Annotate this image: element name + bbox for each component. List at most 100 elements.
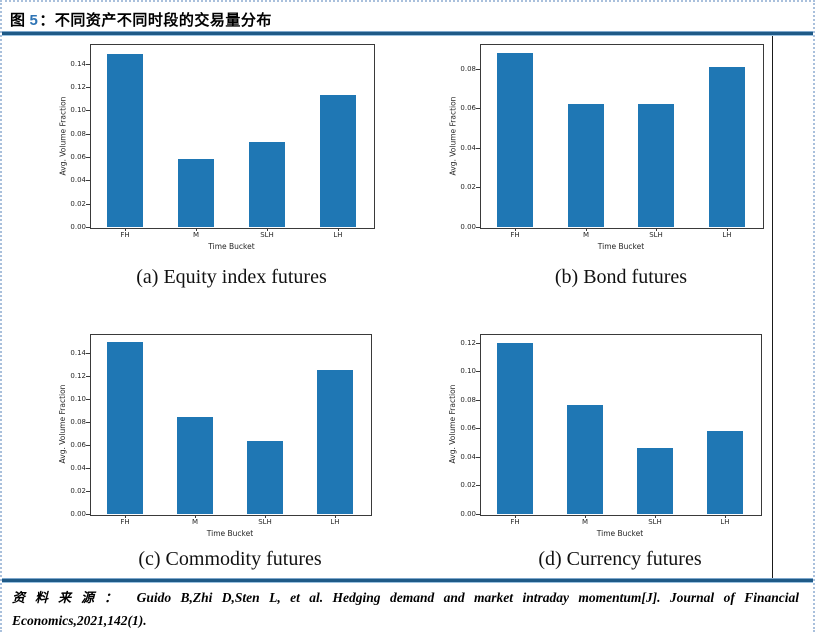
- y-tick-mark: [476, 187, 480, 188]
- bar-m: [567, 405, 603, 514]
- x-tick-label: LH: [722, 231, 732, 239]
- y-tick-mark: [476, 485, 480, 486]
- footer-rule: [2, 578, 813, 583]
- x-tick-label: LH: [330, 518, 340, 526]
- y-tick-label: 0.12: [70, 372, 86, 380]
- x-axis-label: Time Bucket: [208, 242, 255, 251]
- source-note: 资料来源： Guido B,Zhi D,Sten L, et al. Hedgi…: [12, 587, 799, 629]
- y-tick-mark: [86, 468, 90, 469]
- x-axis-label: Time Bucket: [206, 529, 254, 538]
- bar-m: [568, 104, 604, 227]
- y-tick-label: 0.08: [70, 130, 86, 138]
- y-tick-label: 0.14: [70, 349, 86, 357]
- y-tick-mark: [86, 87, 90, 88]
- y-tick-mark: [86, 180, 90, 181]
- vertical-divider-line: [772, 36, 773, 578]
- y-tick-label: 0.00: [460, 223, 476, 231]
- x-tick-label: M: [582, 231, 590, 239]
- x-tick-label: SLH: [649, 231, 663, 239]
- bar-slh: [247, 441, 283, 514]
- y-tick-mark: [476, 108, 480, 109]
- y-tick-mark: [476, 400, 480, 401]
- x-axis-label: Time Bucket: [596, 529, 644, 538]
- title-colon: ：: [39, 12, 55, 29]
- y-tick-mark: [86, 491, 90, 492]
- y-tick-label: 0.04: [70, 464, 86, 472]
- source-label: 资料来源：: [12, 590, 128, 605]
- x-tick-mark: [585, 515, 586, 518]
- y-tick-label: 0.00: [460, 510, 476, 518]
- y-tick-label: 0.10: [70, 106, 86, 114]
- y-tick-mark: [86, 376, 90, 377]
- x-tick-label: M: [581, 518, 589, 526]
- panel-caption: (c) Commodity futures: [138, 548, 322, 570]
- y-tick-label: 0.08: [460, 65, 476, 73]
- x-axis-label: Time Bucket: [597, 242, 645, 251]
- x-tick-label: M: [191, 518, 199, 526]
- title-text: 不同资产不同时段的交易量分布: [54, 12, 272, 29]
- x-tick-label: FH: [510, 231, 520, 239]
- x-tick-mark: [125, 515, 126, 518]
- y-tick-mark: [86, 353, 90, 354]
- y-tick-label: 0.08: [70, 418, 86, 426]
- x-tick-mark: [656, 228, 657, 231]
- source-citation-line1: Guido B,Zhi D,Sten L, et al. Hedging dem…: [136, 590, 799, 605]
- y-tick-label: 0.02: [460, 481, 476, 489]
- y-tick-label: 0.02: [460, 183, 476, 191]
- y-tick-label: 0.14: [70, 60, 86, 68]
- figure-number: 5: [29, 12, 39, 29]
- x-tick-mark: [195, 515, 196, 518]
- y-tick-label: 0.02: [70, 487, 86, 495]
- y-tick-label: 0.10: [460, 367, 476, 375]
- bar-lh: [709, 67, 745, 227]
- y-tick-mark: [86, 204, 90, 205]
- x-tick-label: FH: [120, 518, 130, 526]
- y-tick-label: 0.00: [70, 223, 86, 231]
- x-tick-mark: [338, 228, 339, 231]
- x-tick-label: SLH: [258, 518, 272, 526]
- y-tick-mark: [86, 134, 90, 135]
- y-tick-label: 0.02: [70, 200, 86, 208]
- figure-title: 图 5：不同资产不同时段的交易量分布: [10, 9, 272, 30]
- bar-m: [178, 159, 214, 227]
- x-tick-label: LH: [720, 518, 730, 526]
- y-tick-mark: [476, 343, 480, 344]
- y-tick-mark: [86, 422, 90, 423]
- y-tick-mark: [476, 457, 480, 458]
- bar-lh: [707, 431, 743, 514]
- y-tick-label: 0.12: [70, 83, 86, 91]
- y-tick-label: 0.04: [460, 453, 476, 461]
- y-tick-mark: [86, 110, 90, 111]
- bar-lh: [320, 95, 356, 227]
- y-tick-mark: [86, 399, 90, 400]
- y-tick-mark: [86, 227, 90, 228]
- x-tick-mark: [586, 228, 587, 231]
- y-tick-label: 0.00: [70, 510, 86, 518]
- x-tick-mark: [725, 515, 726, 518]
- y-tick-mark: [476, 69, 480, 70]
- y-tick-mark: [476, 371, 480, 372]
- bar-slh: [638, 104, 674, 227]
- bar-slh: [249, 142, 285, 227]
- x-tick-label: M: [192, 231, 200, 239]
- y-tick-mark: [86, 157, 90, 158]
- bar-fh: [107, 342, 143, 514]
- y-tick-mark: [476, 227, 480, 228]
- bar-slh: [637, 448, 673, 514]
- y-tick-label: 0.10: [70, 395, 86, 403]
- y-tick-mark: [86, 445, 90, 446]
- x-tick-mark: [265, 515, 266, 518]
- y-tick-label: 0.06: [70, 153, 86, 161]
- x-tick-mark: [335, 515, 336, 518]
- x-tick-label: FH: [510, 518, 520, 526]
- x-tick-label: FH: [120, 231, 130, 239]
- bar-fh: [107, 54, 143, 227]
- source-citation-line2: Economics,2021,142(1).: [12, 613, 147, 628]
- bar-m: [177, 417, 213, 514]
- y-tick-label: 0.04: [70, 176, 86, 184]
- x-tick-mark: [267, 228, 268, 231]
- bar-fh: [497, 343, 533, 514]
